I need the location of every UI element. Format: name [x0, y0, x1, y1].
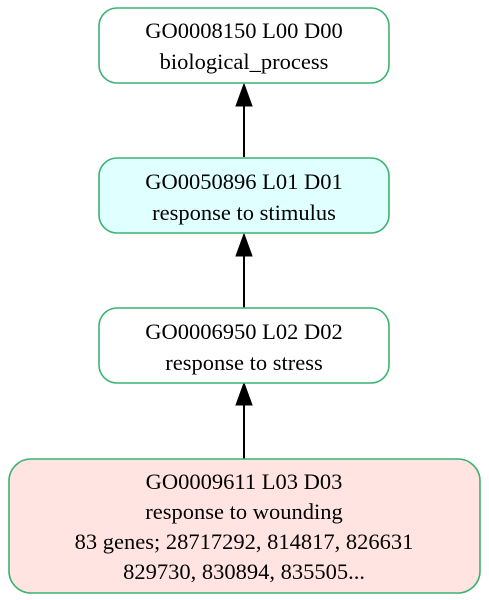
node-go0050896-id-line: GO0050896 L01 D01 — [145, 169, 343, 194]
node-go0006950-name-line: response to stress — [165, 350, 322, 375]
node-go0008150-box — [98, 7, 390, 84]
node-go0009611-genes-more-line: 829730, 830894, 835505... — [123, 559, 365, 584]
node-go0009611: GO0009611 L03 D03 response to wounding 8… — [8, 458, 481, 594]
node-go0009611-name-line: response to wounding — [145, 499, 342, 524]
node-go0009611-box — [8, 458, 481, 594]
edge-go0009611-to-go0006950 — [235, 381, 253, 459]
node-go0008150: GO0008150 L00 D00 biological_process — [98, 7, 390, 84]
node-go0050896-box — [98, 157, 390, 234]
node-go0050896: GO0050896 L01 D01 response to stimulus — [98, 157, 390, 234]
node-go0008150-name-line: biological_process — [160, 49, 329, 74]
node-go0006950: GO0006950 L02 D02 response to stress — [98, 307, 390, 384]
node-go0006950-box — [98, 307, 390, 384]
edge-go0050896-to-go0008150 — [235, 82, 253, 157]
node-go0008150-id-line: GO0008150 L00 D00 — [145, 18, 343, 43]
node-go0050896-name-line: response to stimulus — [152, 200, 336, 225]
node-go0009611-id-line: GO0009611 L03 D03 — [146, 469, 343, 494]
node-go0009611-genes-line: 83 genes; 28717292, 814817, 826631 — [75, 529, 414, 554]
edge-go0006950-to-go0050896 — [235, 232, 253, 308]
node-go0006950-id-line: GO0006950 L02 D02 — [145, 319, 343, 344]
